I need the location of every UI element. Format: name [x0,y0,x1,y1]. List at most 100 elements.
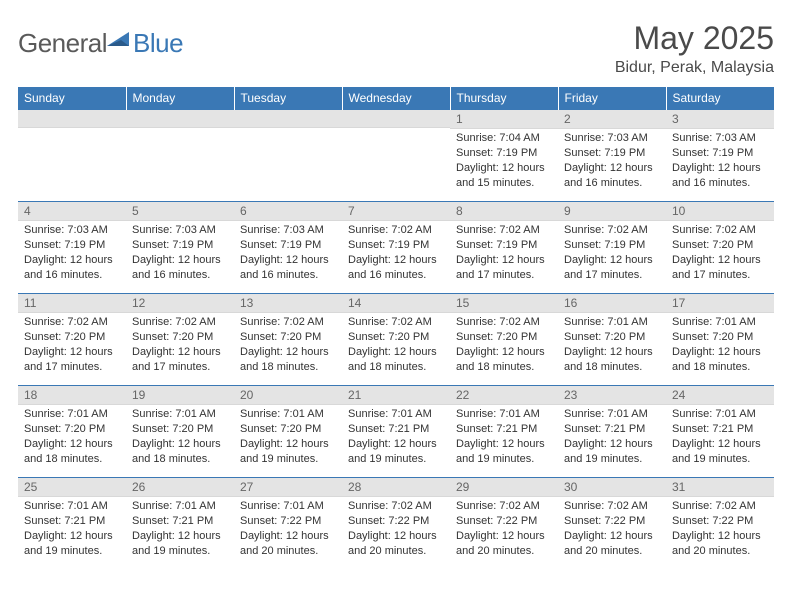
day-number: 28 [342,478,450,497]
weekday-header: Sunday [18,87,126,110]
day-number: 11 [18,294,126,313]
empty-day [342,110,450,128]
weekday-header: Wednesday [342,87,450,110]
day-number: 18 [18,386,126,405]
calendar-cell: 8Sunrise: 7:02 AMSunset: 7:19 PMDaylight… [450,202,558,294]
calendar-cell: 27Sunrise: 7:01 AMSunset: 7:22 PMDayligh… [234,478,342,570]
day-content: Sunrise: 7:01 AMSunset: 7:21 PMDaylight:… [666,405,774,470]
day-number: 5 [126,202,234,221]
calendar-cell: 25Sunrise: 7:01 AMSunset: 7:21 PMDayligh… [18,478,126,570]
day-number: 9 [558,202,666,221]
logo-text-blue: Blue [133,28,183,59]
day-content: Sunrise: 7:01 AMSunset: 7:21 PMDaylight:… [18,497,126,562]
calendar-cell: 13Sunrise: 7:02 AMSunset: 7:20 PMDayligh… [234,294,342,386]
day-content: Sunrise: 7:01 AMSunset: 7:21 PMDaylight:… [558,405,666,470]
calendar-row: 11Sunrise: 7:02 AMSunset: 7:20 PMDayligh… [18,294,774,386]
day-content: Sunrise: 7:02 AMSunset: 7:20 PMDaylight:… [450,313,558,378]
calendar-cell: 15Sunrise: 7:02 AMSunset: 7:20 PMDayligh… [450,294,558,386]
title-block: May 2025 Bidur, Perak, Malaysia [615,20,774,77]
day-number: 22 [450,386,558,405]
day-number: 15 [450,294,558,313]
empty-day [126,110,234,128]
day-content: Sunrise: 7:01 AMSunset: 7:22 PMDaylight:… [234,497,342,562]
day-content: Sunrise: 7:01 AMSunset: 7:20 PMDaylight:… [666,313,774,378]
calendar-cell: 24Sunrise: 7:01 AMSunset: 7:21 PMDayligh… [666,386,774,478]
empty-day [234,110,342,128]
calendar-body: 1Sunrise: 7:04 AMSunset: 7:19 PMDaylight… [18,110,774,570]
day-number: 1 [450,110,558,129]
calendar-cell [18,110,126,202]
calendar-cell: 26Sunrise: 7:01 AMSunset: 7:21 PMDayligh… [126,478,234,570]
day-number: 17 [666,294,774,313]
calendar-cell: 2Sunrise: 7:03 AMSunset: 7:19 PMDaylight… [558,110,666,202]
day-content: Sunrise: 7:03 AMSunset: 7:19 PMDaylight:… [126,221,234,286]
day-content: Sunrise: 7:02 AMSunset: 7:20 PMDaylight:… [666,221,774,286]
day-number: 27 [234,478,342,497]
day-number: 6 [234,202,342,221]
day-number: 21 [342,386,450,405]
calendar-row: 25Sunrise: 7:01 AMSunset: 7:21 PMDayligh… [18,478,774,570]
day-number: 24 [666,386,774,405]
weekday-header: Saturday [666,87,774,110]
calendar-cell: 21Sunrise: 7:01 AMSunset: 7:21 PMDayligh… [342,386,450,478]
day-number: 7 [342,202,450,221]
day-number: 10 [666,202,774,221]
calendar-table: SundayMondayTuesdayWednesdayThursdayFrid… [18,87,774,570]
day-number: 16 [558,294,666,313]
location-text: Bidur, Perak, Malaysia [615,59,774,77]
calendar-cell: 4Sunrise: 7:03 AMSunset: 7:19 PMDaylight… [18,202,126,294]
empty-day [18,110,126,128]
calendar-cell: 20Sunrise: 7:01 AMSunset: 7:20 PMDayligh… [234,386,342,478]
day-number: 19 [126,386,234,405]
day-content: Sunrise: 7:03 AMSunset: 7:19 PMDaylight:… [666,129,774,194]
calendar-cell [234,110,342,202]
day-content: Sunrise: 7:03 AMSunset: 7:19 PMDaylight:… [18,221,126,286]
day-content: Sunrise: 7:01 AMSunset: 7:20 PMDaylight:… [558,313,666,378]
weekday-header: Thursday [450,87,558,110]
day-content: Sunrise: 7:02 AMSunset: 7:22 PMDaylight:… [558,497,666,562]
calendar-cell: 9Sunrise: 7:02 AMSunset: 7:19 PMDaylight… [558,202,666,294]
day-content: Sunrise: 7:01 AMSunset: 7:20 PMDaylight:… [234,405,342,470]
calendar-cell: 12Sunrise: 7:02 AMSunset: 7:20 PMDayligh… [126,294,234,386]
day-content: Sunrise: 7:01 AMSunset: 7:21 PMDaylight:… [342,405,450,470]
day-content: Sunrise: 7:02 AMSunset: 7:22 PMDaylight:… [450,497,558,562]
calendar-cell: 6Sunrise: 7:03 AMSunset: 7:19 PMDaylight… [234,202,342,294]
day-number: 2 [558,110,666,129]
day-content: Sunrise: 7:02 AMSunset: 7:20 PMDaylight:… [18,313,126,378]
calendar-cell [126,110,234,202]
calendar-cell: 11Sunrise: 7:02 AMSunset: 7:20 PMDayligh… [18,294,126,386]
day-number: 25 [18,478,126,497]
weekday-header: Friday [558,87,666,110]
day-content: Sunrise: 7:02 AMSunset: 7:22 PMDaylight:… [666,497,774,562]
day-content: Sunrise: 7:02 AMSunset: 7:19 PMDaylight:… [450,221,558,286]
calendar-cell: 5Sunrise: 7:03 AMSunset: 7:19 PMDaylight… [126,202,234,294]
day-number: 8 [450,202,558,221]
day-content: Sunrise: 7:01 AMSunset: 7:20 PMDaylight:… [18,405,126,470]
calendar-cell: 10Sunrise: 7:02 AMSunset: 7:20 PMDayligh… [666,202,774,294]
calendar-cell [342,110,450,202]
calendar-row: 4Sunrise: 7:03 AMSunset: 7:19 PMDaylight… [18,202,774,294]
day-number: 20 [234,386,342,405]
calendar-cell: 1Sunrise: 7:04 AMSunset: 7:19 PMDaylight… [450,110,558,202]
calendar-cell: 14Sunrise: 7:02 AMSunset: 7:20 PMDayligh… [342,294,450,386]
day-number: 14 [342,294,450,313]
day-content: Sunrise: 7:02 AMSunset: 7:20 PMDaylight:… [342,313,450,378]
day-content: Sunrise: 7:03 AMSunset: 7:19 PMDaylight:… [558,129,666,194]
calendar-cell: 30Sunrise: 7:02 AMSunset: 7:22 PMDayligh… [558,478,666,570]
day-number: 23 [558,386,666,405]
day-number: 3 [666,110,774,129]
weekday-header-row: SundayMondayTuesdayWednesdayThursdayFrid… [18,87,774,110]
day-content: Sunrise: 7:04 AMSunset: 7:19 PMDaylight:… [450,129,558,194]
day-content: Sunrise: 7:02 AMSunset: 7:20 PMDaylight:… [234,313,342,378]
calendar-cell: 18Sunrise: 7:01 AMSunset: 7:20 PMDayligh… [18,386,126,478]
weekday-header: Tuesday [234,87,342,110]
calendar-row: 1Sunrise: 7:04 AMSunset: 7:19 PMDaylight… [18,110,774,202]
logo: General Blue [18,20,183,59]
calendar-cell: 17Sunrise: 7:01 AMSunset: 7:20 PMDayligh… [666,294,774,386]
day-content: Sunrise: 7:01 AMSunset: 7:20 PMDaylight:… [126,405,234,470]
calendar-cell: 28Sunrise: 7:02 AMSunset: 7:22 PMDayligh… [342,478,450,570]
weekday-header: Monday [126,87,234,110]
day-number: 4 [18,202,126,221]
day-number: 26 [126,478,234,497]
day-content: Sunrise: 7:02 AMSunset: 7:22 PMDaylight:… [342,497,450,562]
